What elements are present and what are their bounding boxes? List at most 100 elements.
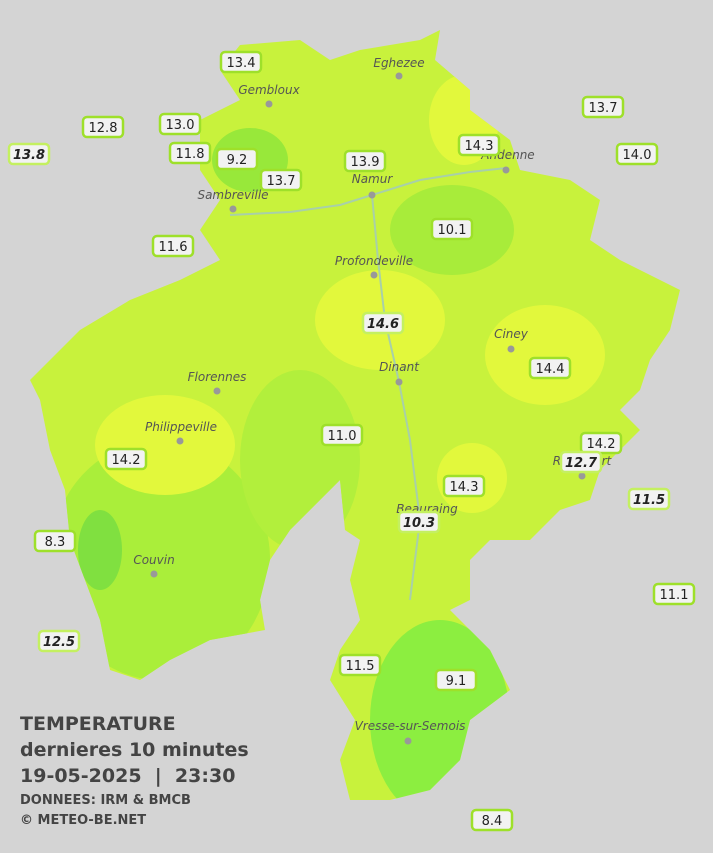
station: 12.8 <box>81 115 125 139</box>
station: 14.0 <box>615 142 659 166</box>
city-label: Florennes <box>188 370 247 384</box>
station-value: 13.0 <box>166 118 195 133</box>
station-value: 11.8 <box>176 147 205 162</box>
station-box <box>158 112 202 136</box>
station-box <box>219 50 263 74</box>
station: 11.1 <box>652 582 696 606</box>
station: 11.5 <box>338 653 382 677</box>
station-box <box>627 487 671 511</box>
station-value: 12.8 <box>89 121 118 136</box>
station-box <box>320 423 364 447</box>
station: 9.1 <box>434 668 478 692</box>
city-label: Gembloux <box>238 83 300 97</box>
station-box <box>581 95 625 119</box>
city-dot <box>578 472 586 480</box>
cities: EghezeeGemblouxAndenneNamurSambrevillePr… <box>133 56 613 745</box>
station: 14.3 <box>457 133 501 157</box>
city-dot <box>502 166 510 174</box>
city-dot <box>370 271 378 279</box>
station-box <box>343 149 387 173</box>
station-value: 13.8 <box>13 148 45 163</box>
station: 11.8 <box>168 141 212 165</box>
station: 10.3 <box>397 510 441 534</box>
station-value: 11.5 <box>346 659 375 674</box>
city-dot <box>395 72 403 80</box>
station: 12.5 <box>37 629 81 653</box>
station-box <box>434 668 478 692</box>
station-box <box>215 147 259 171</box>
city-dot <box>265 100 273 108</box>
station-value: 14.0 <box>623 148 652 163</box>
station-value: 10.3 <box>403 516 435 531</box>
station-box <box>559 450 603 474</box>
station-box <box>81 115 125 139</box>
station: 13.0 <box>158 112 202 136</box>
subtitle: dernieres 10 minutes <box>20 739 249 761</box>
city-dot <box>368 191 376 199</box>
station-value: 14.3 <box>465 139 494 154</box>
station-value: 9.2 <box>227 153 248 168</box>
city-label: Couvin <box>133 553 174 567</box>
station-value: 13.4 <box>227 56 256 71</box>
city-label: Namur <box>352 172 394 186</box>
station-box <box>442 474 486 498</box>
station: 8.4 <box>470 808 514 832</box>
station: 14.3 <box>442 474 486 498</box>
city-label: Vresse-sur-Semois <box>355 719 466 733</box>
station-value: 14.3 <box>450 480 479 495</box>
station-value: 14.4 <box>536 362 565 377</box>
station: 14.2 <box>579 431 623 455</box>
credit: © METEO-BE.NET <box>20 813 146 828</box>
station: 10.1 <box>430 217 474 241</box>
station-box <box>151 234 195 258</box>
city-label: Ciney <box>494 327 529 341</box>
city-dot <box>213 387 221 395</box>
datetime: 19-05-2025 | 23:30 <box>20 765 235 787</box>
station: 13.8 <box>7 142 51 166</box>
station-box <box>652 582 696 606</box>
station: 13.7 <box>259 168 303 192</box>
station-value: 14.2 <box>112 453 141 468</box>
station: 11.5 <box>627 487 671 511</box>
station-value: 12.5 <box>43 635 75 650</box>
station-box <box>397 510 441 534</box>
city-label: Sambreville <box>197 188 268 202</box>
station: 14.2 <box>104 447 148 471</box>
station-value: 13.7 <box>589 101 618 116</box>
station: 11.0 <box>320 423 364 447</box>
stations: 13.4 12.8 13.0 13.8 11.8 9.2 13.7 13.9 14.3 13.7 1… <box>7 50 696 832</box>
city-dot <box>176 437 184 445</box>
station-value: 14.2 <box>587 437 616 452</box>
title: TEMPERATURE <box>20 713 176 735</box>
station-box <box>37 629 81 653</box>
station: 14.6 <box>361 311 405 335</box>
station-value: 13.9 <box>351 155 380 170</box>
station-box <box>361 311 405 335</box>
city-label: Dinant <box>379 360 420 374</box>
station-box <box>528 356 572 380</box>
station-box <box>7 142 51 166</box>
city-dot <box>150 570 158 578</box>
city-dot <box>395 378 403 386</box>
station-value: 14.6 <box>367 317 399 332</box>
station-box <box>259 168 303 192</box>
station: 14.4 <box>528 356 572 380</box>
station-value: 11.1 <box>660 588 689 603</box>
station-value: 11.5 <box>633 493 665 508</box>
station-value: 9.1 <box>446 674 467 689</box>
station-value: 8.3 <box>45 535 66 550</box>
station: 11.6 <box>151 234 195 258</box>
city-dot <box>507 345 515 353</box>
station-value: 13.7 <box>267 174 296 189</box>
station-box <box>470 808 514 832</box>
station-box <box>430 217 474 241</box>
city-label: Profondeville <box>335 254 413 268</box>
city-label: Eghezee <box>373 56 424 70</box>
station-value: 11.0 <box>328 429 357 444</box>
station-value: 11.6 <box>159 240 188 255</box>
station-box <box>338 653 382 677</box>
city-dot <box>404 737 412 745</box>
station-value: 8.4 <box>482 814 503 829</box>
station-value: 10.1 <box>438 223 467 238</box>
